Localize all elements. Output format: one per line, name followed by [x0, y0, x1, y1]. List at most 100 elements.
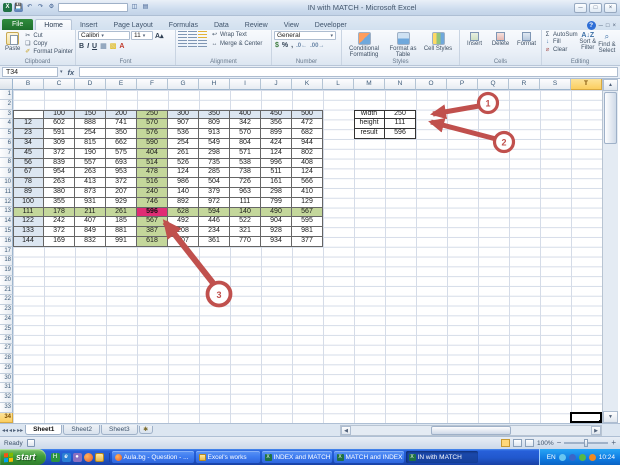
cell[interactable]: 300 [168, 109, 199, 120]
cell[interactable]: 511 [261, 168, 292, 179]
taskbar-button-index-and-match[interactable]: X INDEX and MATCH [261, 451, 332, 463]
cut-button[interactable]: ✂ Cut [25, 32, 43, 40]
cell[interactable]: 410 [292, 187, 323, 198]
cell[interactable]: 954 [44, 168, 75, 179]
cell[interactable]: 240 [137, 187, 168, 198]
cell[interactable]: 567 [137, 217, 168, 228]
column-header-R[interactable]: R [509, 79, 540, 90]
zoom-in-icon[interactable]: + [611, 438, 616, 447]
cell[interactable]: 263 [75, 168, 106, 179]
row-header-20[interactable]: 20 [0, 275, 13, 286]
cell[interactable]: 178 [44, 207, 75, 218]
cell[interactable]: 602 [44, 119, 75, 130]
column-header-C[interactable]: C [44, 79, 75, 90]
font-name-select[interactable]: Calibri ▾ [78, 31, 130, 40]
row-header-2[interactable]: 2 [0, 99, 13, 110]
cell[interactable]: 254 [168, 138, 199, 149]
fill-button[interactable]: ↓ Fill [546, 39, 561, 45]
cell[interactable]: 129 [292, 197, 323, 208]
column-header-L[interactable]: L [323, 79, 354, 90]
cell[interactable]: 404 [137, 148, 168, 159]
vertical-scroll-thumb[interactable] [604, 92, 617, 144]
sheet-tab-sheet1[interactable]: Sheet1 [25, 425, 63, 435]
name-box-dropdown-icon[interactable]: ▾ [60, 69, 63, 75]
cell[interactable]: 140 [230, 207, 261, 218]
cell[interactable] [13, 109, 44, 120]
cell[interactable]: 726 [230, 178, 261, 188]
cell[interactable]: 78 [13, 178, 44, 188]
qat-window-icon-1[interactable]: ◫ [131, 4, 138, 10]
cell[interactable]: 200 [106, 109, 137, 120]
row-header-29[interactable]: 29 [0, 363, 13, 374]
browser-icon[interactable]: ● [72, 452, 82, 462]
cell[interactable]: 211 [75, 207, 106, 218]
cell[interactable]: 881 [106, 227, 137, 237]
cell[interactable]: 693 [106, 158, 137, 169]
cell[interactable]: 261 [168, 148, 199, 159]
cell[interactable]: 124 [261, 148, 292, 159]
cell[interactable]: 372 [44, 148, 75, 159]
cell[interactable]: 250 [137, 109, 168, 120]
cell[interactable]: 45 [13, 148, 44, 159]
row-header-7[interactable]: 7 [0, 148, 13, 159]
cell[interactable]: 549 [199, 138, 230, 149]
grow-font-button[interactable]: A▴ [155, 32, 164, 40]
ribbon-minimize-icon[interactable]: ─ [598, 22, 603, 29]
accounting-format-icon[interactable]: $ [275, 42, 279, 49]
cell[interactable]: 424 [261, 138, 292, 149]
column-header-P[interactable]: P [447, 79, 478, 90]
zoom-level[interactable]: 100% [537, 439, 554, 447]
cell[interactable]: 190 [75, 148, 106, 159]
macro-record-icon[interactable] [26, 439, 35, 447]
align-right-icon[interactable] [198, 40, 207, 47]
paste-button[interactable]: Paste [2, 31, 23, 52]
cell[interactable]: 832 [75, 236, 106, 247]
italic-button[interactable]: I [87, 42, 90, 50]
delete-cells-button[interactable]: Delete [488, 31, 513, 47]
cell[interactable]: 596 [385, 129, 416, 139]
zoom-out-icon[interactable]: − [556, 438, 562, 447]
cell[interactable]: 380 [44, 187, 75, 198]
restore-button[interactable]: □ [589, 2, 602, 13]
page-break-view-icon[interactable] [525, 439, 535, 447]
cell[interactable]: 100 [44, 109, 75, 120]
cell[interactable]: 23 [13, 129, 44, 139]
fill-color-button[interactable]: ▧ [109, 43, 117, 50]
row-header-27[interactable]: 27 [0, 344, 13, 355]
cell[interactable]: 150 [75, 109, 106, 120]
scroll-left-icon[interactable]: ◀ [341, 425, 351, 435]
language-indicator[interactable]: EN [546, 453, 556, 461]
cell[interactable]: 372 [106, 178, 137, 188]
cell[interactable]: 595 [292, 217, 323, 228]
column-header-N[interactable]: N [385, 79, 416, 90]
cell[interactable]: 571 [230, 148, 261, 159]
horizontal-scroll-thumb[interactable] [431, 425, 511, 435]
grid-area[interactable]: 596 result 111 height 250 width 377 934 770 361 70… [13, 90, 602, 423]
cell[interactable]: 928 [261, 227, 292, 237]
cell[interactable]: 144 [13, 236, 44, 247]
row-header-12[interactable]: 12 [0, 197, 13, 208]
close-button[interactable]: × [604, 2, 617, 13]
cell[interactable]: 996 [261, 158, 292, 169]
cell[interactable]: 963 [230, 187, 261, 198]
formula-input[interactable] [79, 67, 618, 77]
tab-data[interactable]: Data [213, 22, 229, 29]
cell[interactable]: 12 [13, 119, 44, 130]
taskbar-button-excels-works[interactable]: Excel's works [195, 451, 260, 463]
row-header-13[interactable]: 13 [0, 207, 13, 218]
taskbar-button-in-with-match[interactable]: X IN with MATCH [405, 451, 478, 463]
cell[interactable]: 387 [137, 227, 168, 237]
row-header-21[interactable]: 21 [0, 285, 13, 296]
row-header-23[interactable]: 23 [0, 305, 13, 315]
cell[interactable]: 514 [137, 158, 168, 169]
cell[interactable]: 263 [44, 178, 75, 188]
cell[interactable]: 413 [75, 178, 106, 188]
tab-page-layout[interactable]: Page Layout [113, 22, 153, 29]
cell[interactable]: 662 [106, 138, 137, 149]
copy-button[interactable]: ❏ Copy [25, 40, 48, 48]
cell[interactable]: 839 [44, 158, 75, 169]
cell[interactable]: 490 [261, 207, 292, 218]
cell[interactable]: 738 [230, 168, 261, 179]
row-header-10[interactable]: 10 [0, 178, 13, 188]
cell[interactable]: 907 [168, 119, 199, 130]
